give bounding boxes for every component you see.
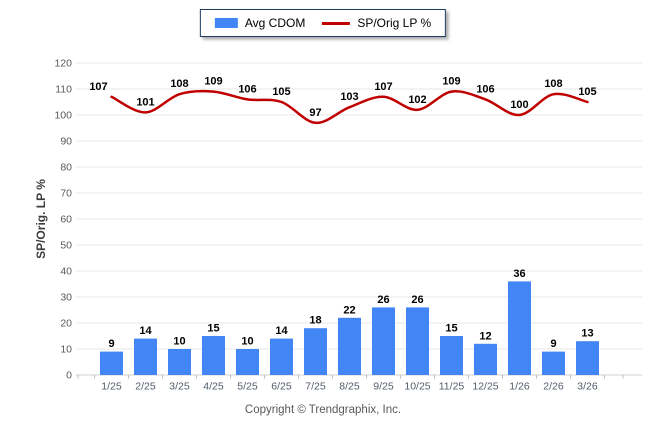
y-tick-label: 60 bbox=[60, 214, 72, 226]
x-category-label: 1/25 bbox=[101, 381, 122, 393]
line-value-label: 97 bbox=[309, 107, 321, 119]
bar-value-label: 10 bbox=[173, 336, 185, 348]
x-category-label: 6/25 bbox=[271, 381, 292, 393]
bar-value-label: 9 bbox=[108, 338, 114, 350]
y-tick-label: 80 bbox=[60, 162, 72, 174]
x-category-label: 11/25 bbox=[439, 381, 465, 393]
legend-bar-swatch-icon bbox=[214, 18, 238, 28]
trend-line bbox=[110, 89, 589, 125]
bar-value-label: 36 bbox=[513, 268, 525, 280]
bar bbox=[304, 328, 327, 375]
legend: Avg CDOM SP/Orig LP % bbox=[199, 9, 447, 37]
bar bbox=[440, 336, 463, 375]
x-category-label: 12/25 bbox=[472, 381, 498, 393]
y-tick-label: 120 bbox=[54, 58, 72, 70]
bar-value-label: 26 bbox=[377, 294, 389, 306]
y-tick-label: 20 bbox=[60, 318, 72, 330]
x-category-label: 2/26 bbox=[543, 381, 564, 393]
bar bbox=[236, 349, 259, 375]
bar-value-label: 15 bbox=[445, 323, 457, 335]
bar-value-label: 9 bbox=[550, 338, 556, 350]
x-category-label: 4/25 bbox=[203, 381, 224, 393]
y-tick-label: 110 bbox=[55, 84, 72, 96]
x-category-label: 2/25 bbox=[135, 381, 156, 393]
line-value-label: 109 bbox=[204, 76, 222, 88]
x-category-label: 3/25 bbox=[169, 381, 190, 393]
x-category-label: 9/25 bbox=[373, 381, 394, 393]
bar bbox=[576, 341, 599, 375]
bar-value-label: 10 bbox=[241, 336, 253, 348]
y-tick-label: 100 bbox=[54, 110, 72, 122]
bar-value-label: 15 bbox=[207, 323, 219, 335]
x-category-label: 3/26 bbox=[577, 381, 598, 393]
bar bbox=[508, 281, 531, 375]
x-category-label: 1/26 bbox=[509, 381, 530, 393]
bar bbox=[134, 338, 157, 375]
bar-value-label: 22 bbox=[343, 304, 355, 316]
y-tick-label: 50 bbox=[60, 240, 72, 252]
line-value-label: 106 bbox=[238, 83, 256, 95]
bar-value-label: 14 bbox=[139, 325, 152, 337]
line-value-label: 101 bbox=[136, 96, 154, 108]
y-tick-label: 90 bbox=[60, 136, 72, 148]
y-tick-label: 30 bbox=[60, 292, 72, 304]
line-value-label: 108 bbox=[170, 78, 188, 90]
bar bbox=[270, 338, 293, 375]
line-value-label: 106 bbox=[476, 83, 494, 95]
bar bbox=[372, 307, 395, 375]
line-value-label: 109 bbox=[442, 76, 460, 88]
copyright-text: Copyright © Trendgraphix, Inc. bbox=[244, 404, 402, 416]
bar-value-label: 13 bbox=[581, 328, 593, 340]
bar-value-label: 26 bbox=[411, 294, 423, 306]
x-category-label: 5/25 bbox=[237, 381, 258, 393]
line-value-label: 100 bbox=[510, 99, 528, 111]
x-category-label: 8/25 bbox=[339, 381, 360, 393]
bar bbox=[100, 351, 123, 375]
x-category-label: 10/25 bbox=[404, 381, 430, 393]
line-value-label: 105 bbox=[272, 86, 290, 98]
legend-line-label: SP/Orig LP % bbox=[357, 16, 432, 30]
line-value-label: 105 bbox=[578, 86, 596, 98]
y-tick-label: 40 bbox=[60, 266, 72, 278]
line-value-label: 103 bbox=[340, 91, 358, 103]
line-value-label: 102 bbox=[408, 94, 426, 106]
y-tick-label: 10 bbox=[60, 344, 72, 356]
bar-value-label: 12 bbox=[479, 330, 491, 342]
bar bbox=[474, 343, 497, 375]
bar bbox=[168, 349, 191, 375]
line-value-label: 108 bbox=[544, 78, 562, 90]
bar bbox=[542, 351, 565, 375]
y-tick-label: 0 bbox=[66, 370, 72, 382]
y-tick-label: 70 bbox=[60, 188, 72, 200]
bar-value-label: 14 bbox=[275, 325, 288, 337]
line-value-label: 107 bbox=[89, 81, 107, 93]
bar bbox=[202, 336, 225, 375]
legend-bar-label: Avg CDOM bbox=[244, 16, 306, 30]
legend-line-swatch-icon bbox=[322, 21, 351, 25]
line-value-label: 107 bbox=[374, 81, 392, 93]
bar-value-label: 18 bbox=[309, 315, 321, 327]
bar bbox=[338, 317, 361, 375]
x-category-label: 7/25 bbox=[305, 381, 326, 393]
bar bbox=[406, 307, 429, 375]
